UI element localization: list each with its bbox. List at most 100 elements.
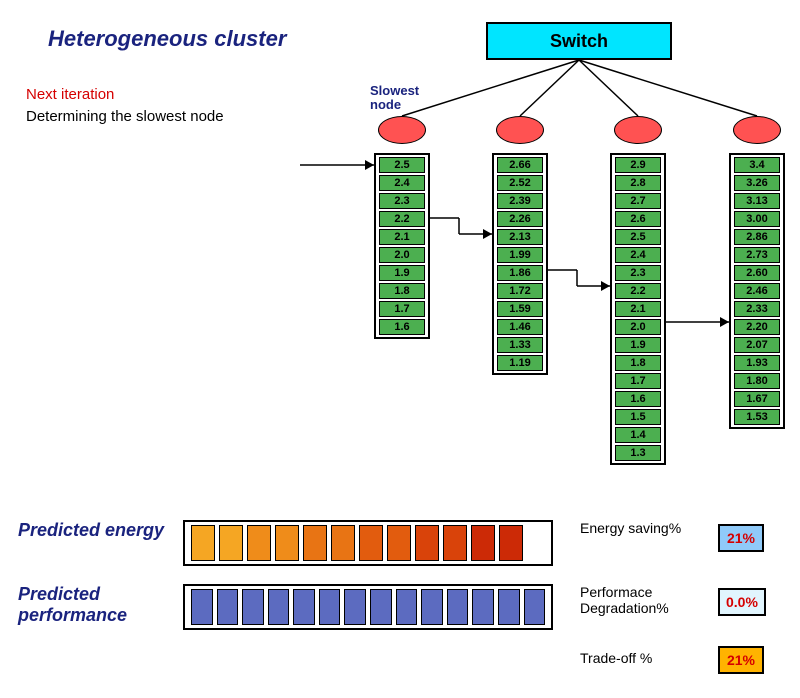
subtitle-next-iteration: Next iteration [26, 86, 114, 103]
slowest-line2: node [370, 98, 419, 112]
energy-bar-segment [499, 525, 523, 561]
energy-saving-label: Energy saving% [580, 520, 700, 536]
freq-cell: 1.19 [497, 355, 543, 371]
freq-cell: 1.33 [497, 337, 543, 353]
freq-cell: 2.8 [615, 175, 661, 191]
perf-degradation-label: Performace Degradation% [580, 584, 710, 616]
performance-bar-segment [217, 589, 239, 625]
freq-cell: 2.6 [615, 211, 661, 227]
freq-cell: 2.13 [497, 229, 543, 245]
node-ellipse [614, 116, 662, 144]
freq-cell: 2.07 [734, 337, 780, 353]
freq-cell: 1.53 [734, 409, 780, 425]
freq-cell: 2.73 [734, 247, 780, 263]
energy-saving-value-text: 21% [727, 530, 755, 546]
performance-bar-segment [447, 589, 469, 625]
freq-cell: 1.9 [379, 265, 425, 281]
pred-perf-text: Predicted performance [18, 584, 127, 625]
freq-cell: 1.99 [497, 247, 543, 263]
energy-bar-segment [219, 525, 243, 561]
freq-cell: 1.80 [734, 373, 780, 389]
performance-bar-segment [268, 589, 290, 625]
energy-saving-value: 21% [718, 524, 764, 552]
freq-cell: 2.86 [734, 229, 780, 245]
tradeoff-value-text: 21% [727, 652, 755, 668]
freq-cell: 2.46 [734, 283, 780, 299]
freq-cell: 2.9 [615, 157, 661, 173]
energy-bar-segment [471, 525, 495, 561]
subtitle-determining: Determining the slowest node [26, 108, 224, 125]
freq-cell: 2.7 [615, 193, 661, 209]
freq-cell: 1.59 [497, 301, 543, 317]
performance-bar-segment [344, 589, 366, 625]
energy-bar-segment [303, 525, 327, 561]
freq-cell: 3.00 [734, 211, 780, 227]
freq-cell: 1.3 [615, 445, 661, 461]
freq-cell: 3.4 [734, 157, 780, 173]
switch-box: Switch [486, 22, 672, 60]
perf-degradation-value-text: 0.0% [726, 594, 758, 610]
freq-cell: 2.2 [615, 283, 661, 299]
freq-cell: 2.5 [615, 229, 661, 245]
energy-bar-segment [359, 525, 383, 561]
freq-cell: 2.3 [379, 193, 425, 209]
freq-cell: 1.67 [734, 391, 780, 407]
performance-bar-segment [242, 589, 264, 625]
freq-cell: 1.46 [497, 319, 543, 335]
slowest-node-label: Slowest node [370, 84, 419, 112]
freq-cell: 1.5 [615, 409, 661, 425]
freq-column: 2.662.522.392.262.131.991.861.721.591.46… [492, 153, 548, 375]
performance-bar-segment [396, 589, 418, 625]
freq-cell: 1.7 [615, 373, 661, 389]
freq-cell: 2.20 [734, 319, 780, 335]
page-title: Heterogeneous cluster [48, 26, 286, 52]
freq-cell: 2.4 [379, 175, 425, 191]
freq-cell: 3.13 [734, 193, 780, 209]
energy-bar-segment [443, 525, 467, 561]
performance-bar-segment [472, 589, 494, 625]
freq-cell: 2.5 [379, 157, 425, 173]
energy-bar-segment [247, 525, 271, 561]
predicted-energy-label: Predicted energy [18, 520, 168, 541]
freq-cell: 2.0 [615, 319, 661, 335]
predicted-performance-bar [183, 584, 553, 630]
energy-bar-segment [387, 525, 411, 561]
freq-cell: 2.26 [497, 211, 543, 227]
freq-cell: 2.39 [497, 193, 543, 209]
freq-cell: 1.7 [379, 301, 425, 317]
node-ellipse [733, 116, 781, 144]
tradeoff-label: Trade-off % [580, 650, 700, 666]
performance-bar-segment [319, 589, 341, 625]
freq-cell: 2.2 [379, 211, 425, 227]
freq-cell: 1.8 [615, 355, 661, 371]
energy-saving-label-text: Energy saving% [580, 520, 681, 536]
perf-degradation-value: 0.0% [718, 588, 766, 616]
freq-cell: 1.6 [615, 391, 661, 407]
freq-cell: 1.4 [615, 427, 661, 443]
freq-cell: 2.0 [379, 247, 425, 263]
freq-cell: 2.4 [615, 247, 661, 263]
tradeoff-value: 21% [718, 646, 764, 674]
slowest-line1: Slowest [370, 84, 419, 98]
freq-cell: 1.93 [734, 355, 780, 371]
subtitle1-text: Next iteration [26, 86, 114, 103]
pred-energy-text: Predicted energy [18, 520, 164, 540]
node-ellipse [496, 116, 544, 144]
performance-bar-segment [293, 589, 315, 625]
freq-cell: 1.72 [497, 283, 543, 299]
performance-bar-segment [370, 589, 392, 625]
switch-label: Switch [550, 31, 608, 52]
performance-bar-segment [421, 589, 443, 625]
freq-cell: 2.66 [497, 157, 543, 173]
energy-bar-segment [331, 525, 355, 561]
freq-cell: 2.3 [615, 265, 661, 281]
freq-cell: 3.26 [734, 175, 780, 191]
freq-column: 2.92.82.72.62.52.42.32.22.12.01.91.81.71… [610, 153, 666, 465]
subtitle2-text: Determining the slowest node [26, 108, 224, 125]
node-ellipse [378, 116, 426, 144]
freq-cell: 1.6 [379, 319, 425, 335]
energy-bar-segment [191, 525, 215, 561]
tradeoff-label-text: Trade-off % [580, 650, 652, 666]
freq-column: 2.52.42.32.22.12.01.91.81.71.6 [374, 153, 430, 339]
performance-bar-segment [191, 589, 213, 625]
